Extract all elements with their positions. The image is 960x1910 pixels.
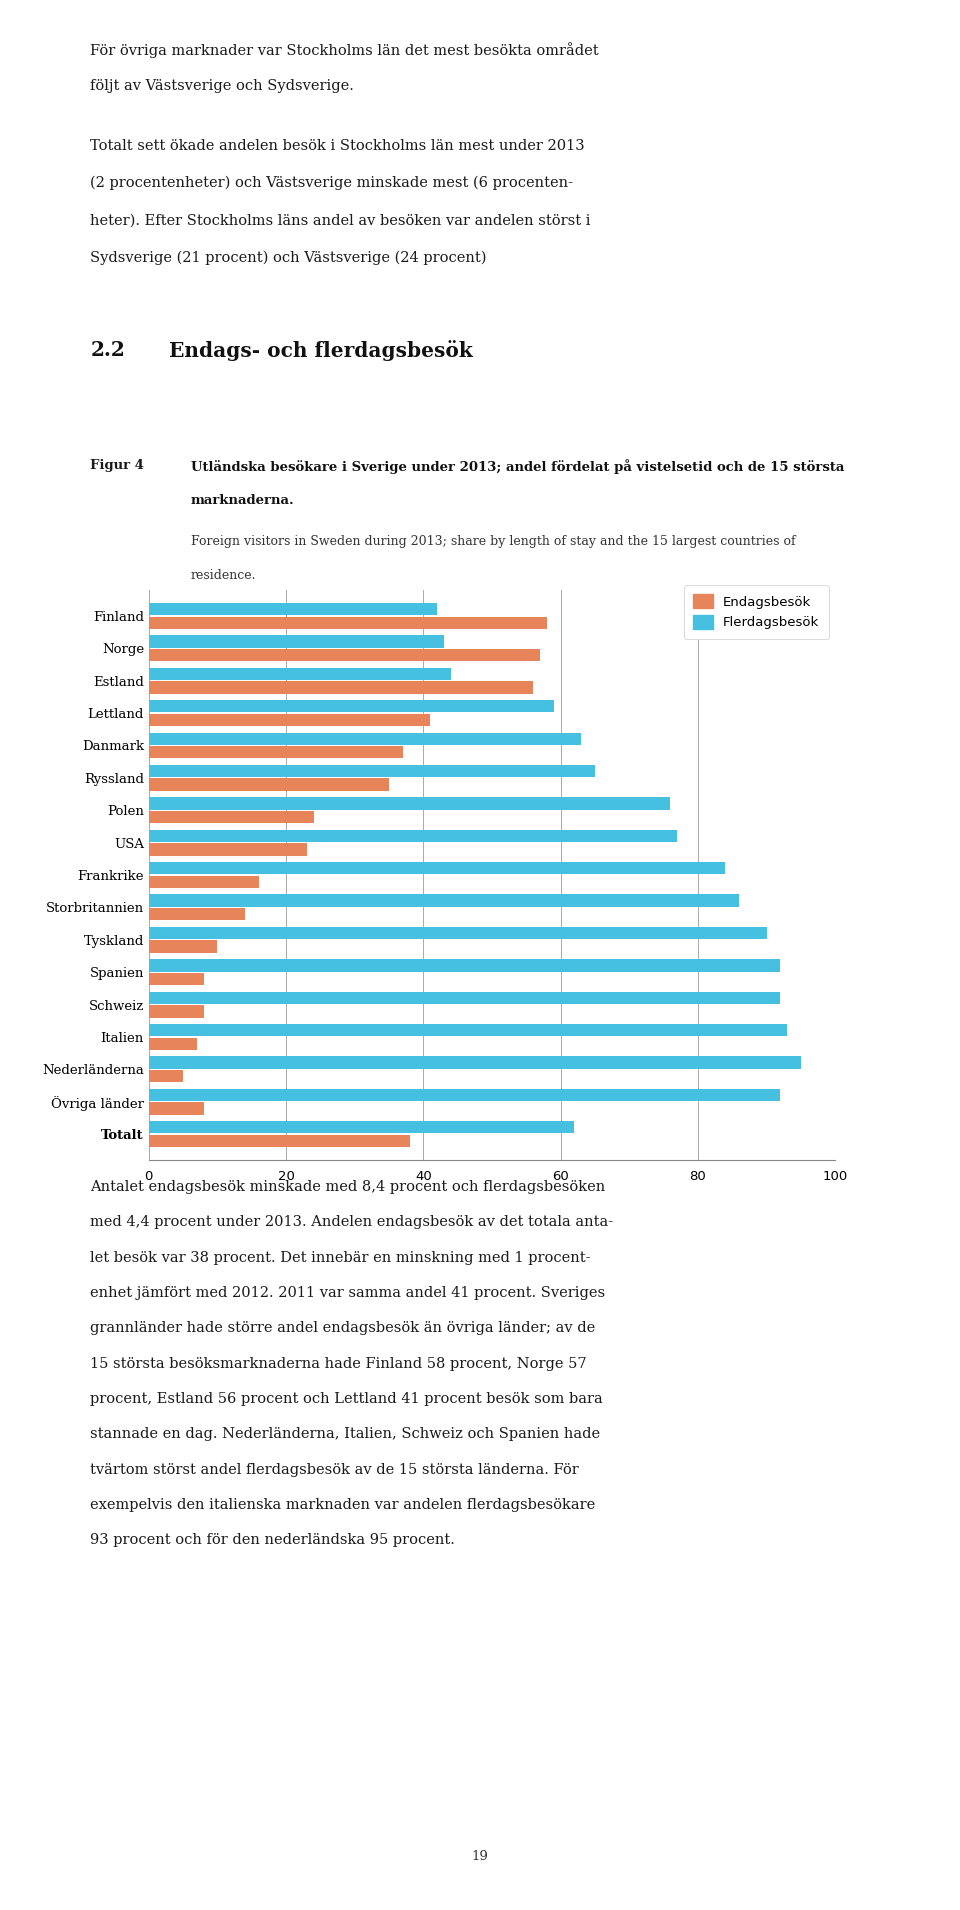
Text: Antalet endagsbesök minskade med 8,4 procent och flerdagsbesöken: Antalet endagsbesök minskade med 8,4 pro…	[90, 1180, 606, 1194]
Legend: Endagsbesök, Flerdagsbesök: Endagsbesök, Flerdagsbesök	[684, 584, 828, 638]
Bar	[149, 991, 780, 1005]
Bar	[149, 649, 540, 661]
Bar	[149, 701, 554, 712]
Text: följt av Västsverige och Sydsverige.: följt av Västsverige och Sydsverige.	[90, 78, 354, 94]
Text: stannade en dag. Nederländerna, Italien, Schweiz och Spanien hade: stannade en dag. Nederländerna, Italien,…	[90, 1427, 600, 1442]
Bar	[149, 636, 444, 647]
Text: Figur 4: Figur 4	[90, 458, 144, 472]
Bar	[149, 861, 726, 875]
Bar	[149, 812, 314, 823]
Bar	[149, 796, 670, 810]
Text: grannländer hade större andel endagsbesök än övriga länder; av de: grannländer hade större andel endagsbesö…	[90, 1322, 595, 1335]
Bar	[149, 779, 389, 791]
Bar	[149, 1089, 780, 1100]
Bar	[149, 926, 767, 940]
Text: 19: 19	[471, 1851, 489, 1864]
Text: marknaderna.: marknaderna.	[191, 493, 295, 506]
Text: 93 procent och för den nederländska 95 procent.: 93 procent och för den nederländska 95 p…	[90, 1534, 455, 1547]
Bar	[149, 1024, 787, 1037]
Text: residence.: residence.	[191, 569, 256, 583]
Bar	[149, 907, 245, 921]
Bar	[149, 668, 451, 680]
Text: tvärtom störst andel flerdagsbesök av de 15 största länderna. För: tvärtom störst andel flerdagsbesök av de…	[90, 1463, 579, 1476]
Text: Foreign visitors in Sweden during 2013; share by length of stay and the 15 large: Foreign visitors in Sweden during 2013; …	[191, 535, 796, 548]
Bar	[149, 972, 204, 986]
Text: exempelvis den italienska marknaden var andelen flerdagsbesökare: exempelvis den italienska marknaden var …	[90, 1497, 595, 1513]
Bar	[149, 829, 678, 842]
Text: procent, Estland 56 procent och Lettland 41 procent besök som bara: procent, Estland 56 procent och Lettland…	[90, 1392, 603, 1406]
Bar	[149, 875, 258, 888]
Bar	[149, 1070, 183, 1083]
Text: För övriga marknader var Stockholms län det mest besökta området: För övriga marknader var Stockholms län …	[90, 42, 599, 57]
Bar	[149, 764, 595, 777]
Bar	[149, 940, 218, 953]
Bar	[149, 1005, 204, 1018]
Bar	[149, 747, 403, 758]
Text: heter). Efter Stockholms läns andel av besöken var andelen störst i: heter). Efter Stockholms läns andel av b…	[90, 214, 590, 227]
Bar	[149, 682, 533, 693]
Bar	[149, 733, 581, 745]
Bar	[149, 617, 547, 628]
Text: Endags- och flerdagsbesök: Endags- och flerdagsbesök	[169, 340, 472, 361]
Bar	[149, 894, 739, 907]
Bar	[149, 1121, 574, 1133]
Bar	[149, 1056, 801, 1070]
Bar	[149, 714, 430, 726]
Text: enhet jämfört med 2012. 2011 var samma andel 41 procent. Sveriges: enhet jämfört med 2012. 2011 var samma a…	[90, 1285, 606, 1301]
Text: 15 största besöksmarknaderna hade Finland 58 procent, Norge 57: 15 största besöksmarknaderna hade Finlan…	[90, 1356, 587, 1371]
Text: Totalt sett ökade andelen besök i Stockholms län mest under 2013: Totalt sett ökade andelen besök i Stockh…	[90, 139, 585, 153]
Bar	[149, 1102, 204, 1115]
Bar	[149, 1037, 197, 1051]
Text: 2.2: 2.2	[90, 340, 125, 359]
Text: med 4,4 procent under 2013. Andelen endagsbesök av det totala anta-: med 4,4 procent under 2013. Andelen enda…	[90, 1215, 613, 1230]
Bar	[149, 1135, 410, 1148]
Text: let besök var 38 procent. Det innebär en minskning med 1 procent-: let besök var 38 procent. Det innebär en…	[90, 1251, 590, 1264]
Text: Utländska besökare i Sverige under 2013; andel fördelat på vistelsetid och de 15: Utländska besökare i Sverige under 2013;…	[191, 458, 845, 474]
Bar	[149, 842, 306, 856]
Bar	[149, 959, 780, 972]
Text: Sydsverige (21 procent) och Västsverige (24 procent): Sydsverige (21 procent) och Västsverige …	[90, 250, 487, 265]
Bar	[149, 604, 437, 615]
Text: (2 procentenheter) och Västsverige minskade mest (6 procenten-: (2 procentenheter) och Västsverige minsk…	[90, 176, 573, 191]
